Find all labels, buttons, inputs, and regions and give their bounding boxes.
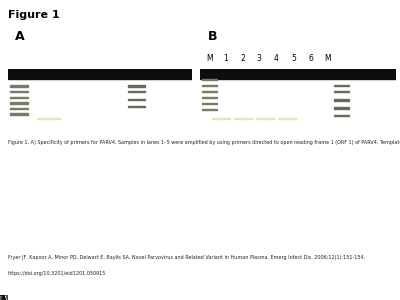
Bar <box>334 99 349 101</box>
Text: B: B <box>208 29 217 43</box>
Text: 3: 3 <box>257 54 262 63</box>
Bar <box>128 85 145 87</box>
Bar <box>202 109 217 110</box>
Text: 3: 3 <box>0 295 5 300</box>
Text: 4: 4 <box>274 54 279 63</box>
Bar <box>10 102 28 104</box>
Text: Figure 1. A) Specificity of primers for PARV4. Samples in lanes 1–5 were amplifi: Figure 1. A) Specificity of primers for … <box>8 140 400 145</box>
Text: Fryer JF, Kapoor A, Minor PD, Delwart E, Baylis SA. Novel Parvovirus and Related: Fryer JF, Kapoor A, Minor PD, Delwart E,… <box>8 255 365 260</box>
Text: M: M <box>206 54 213 63</box>
Text: Figure 1: Figure 1 <box>8 10 60 20</box>
Text: 5: 5 <box>291 54 296 63</box>
Text: M: M <box>324 54 331 63</box>
Bar <box>334 107 349 109</box>
Text: 6: 6 <box>308 54 313 63</box>
Bar <box>10 108 28 109</box>
Bar <box>334 91 349 92</box>
Text: M: M <box>0 295 4 300</box>
Text: M: M <box>1 295 8 300</box>
Text: 2: 2 <box>0 295 4 300</box>
Text: https://doi.org/10.3201/eid1201.050915: https://doi.org/10.3201/eid1201.050915 <box>8 271 106 276</box>
Bar <box>37 118 60 119</box>
Bar <box>202 97 217 98</box>
Bar <box>10 97 28 98</box>
Bar <box>202 85 217 86</box>
Bar <box>200 69 396 79</box>
Bar <box>128 106 145 107</box>
Bar <box>10 85 28 87</box>
Bar <box>202 103 217 104</box>
Bar <box>202 79 217 80</box>
Bar <box>334 85 349 86</box>
Bar <box>278 118 296 119</box>
Bar <box>10 91 28 92</box>
Text: 4: 4 <box>1 295 6 300</box>
Bar <box>234 118 252 119</box>
Text: 1: 1 <box>0 295 4 300</box>
Bar <box>256 118 274 119</box>
Bar <box>212 118 230 119</box>
Text: 2: 2 <box>240 54 245 63</box>
Text: 5: 5 <box>1 295 6 300</box>
Text: A: A <box>15 29 25 43</box>
Bar <box>202 91 217 92</box>
Text: 1: 1 <box>223 54 228 63</box>
Bar <box>128 91 145 92</box>
Bar <box>8 69 192 79</box>
Bar <box>10 113 28 115</box>
Bar <box>334 115 349 116</box>
Bar <box>128 99 145 100</box>
